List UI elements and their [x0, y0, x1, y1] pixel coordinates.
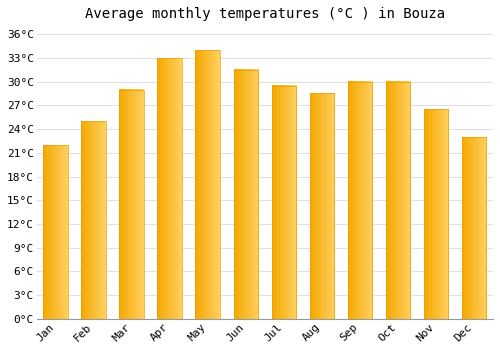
Bar	[234, 70, 258, 319]
Bar	[196, 50, 220, 319]
Bar	[310, 93, 334, 319]
Bar	[82, 121, 106, 319]
Bar	[120, 90, 144, 319]
Bar	[386, 82, 410, 319]
Bar	[424, 109, 448, 319]
Bar	[348, 82, 372, 319]
Bar	[44, 145, 68, 319]
Bar	[462, 137, 486, 319]
Title: Average monthly temperatures (°C ) in Bouza: Average monthly temperatures (°C ) in Bo…	[85, 7, 445, 21]
Bar	[272, 86, 296, 319]
Bar	[158, 58, 182, 319]
